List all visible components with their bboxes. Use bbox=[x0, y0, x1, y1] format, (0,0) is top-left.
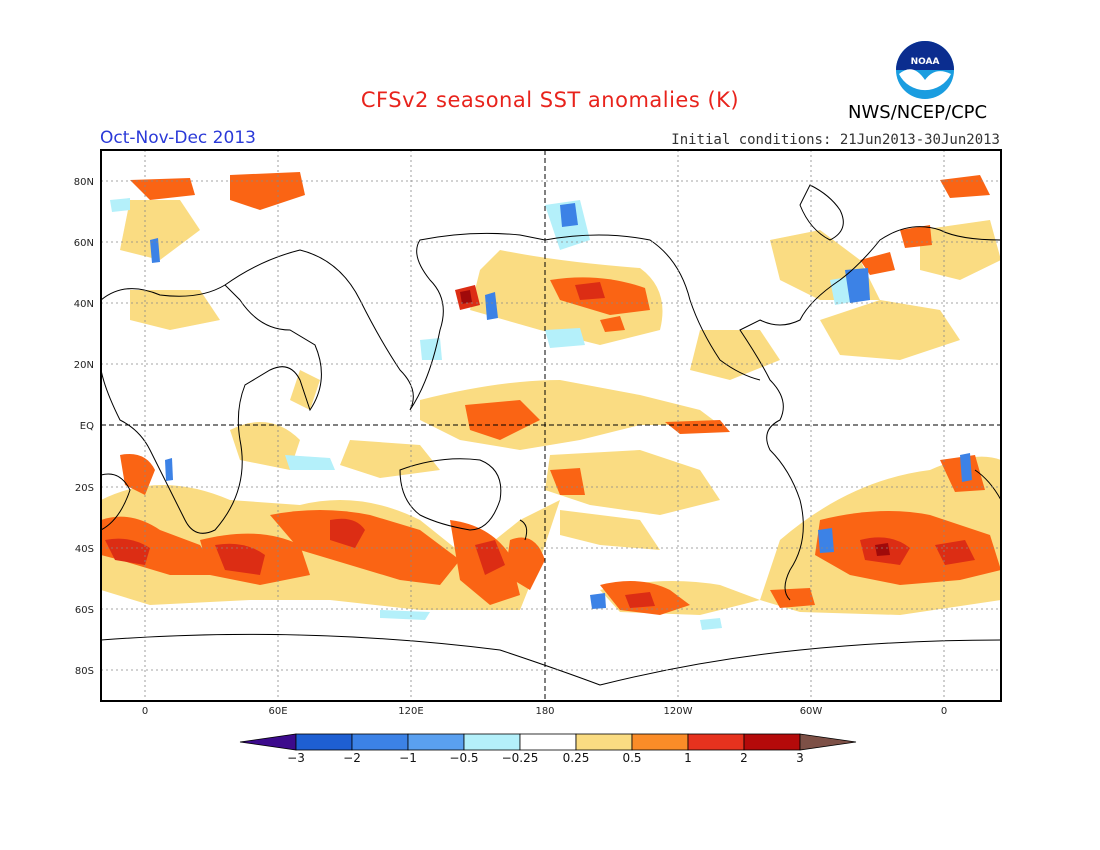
colorbar-label: 3 bbox=[796, 751, 804, 765]
lat-label: 40S bbox=[75, 544, 94, 555]
initial-conditions-label: Initial conditions: 21Jun2013-30Jun2013 bbox=[671, 132, 1000, 148]
lat-label: 80S bbox=[75, 666, 94, 677]
lat-label: 20S bbox=[75, 483, 94, 494]
colorbar-label: 0.25 bbox=[563, 751, 590, 765]
colorbar-label: −3 bbox=[287, 751, 305, 765]
lat-label: 60N bbox=[74, 238, 94, 249]
colorbar-max-arrow bbox=[799, 733, 857, 751]
colorbar-box bbox=[575, 733, 633, 751]
lat-label: 80N bbox=[74, 177, 94, 188]
reference-lines bbox=[101, 150, 1001, 701]
colorbar-labels: −3 −2 −1 −0.5 −0.25 0.25 0.5 1 2 3 bbox=[287, 751, 804, 765]
map-title: CFSv2 seasonal SST anomalies (K) bbox=[360, 88, 740, 112]
colorbar bbox=[239, 733, 857, 751]
colorbar-box bbox=[463, 733, 521, 751]
colorbar-box bbox=[295, 733, 353, 751]
lon-label: 60W bbox=[800, 706, 823, 717]
colorbar-label: 1 bbox=[684, 751, 692, 765]
organization-label: NWS/NCEP/CPC bbox=[848, 102, 988, 123]
colorbar-label: 0.5 bbox=[622, 751, 641, 765]
colorbar-label: −1 bbox=[399, 751, 417, 765]
very-warm-anomalies bbox=[460, 290, 890, 556]
colorbar-box bbox=[631, 733, 689, 751]
lon-label: 180 bbox=[535, 706, 554, 717]
lat-label: 40N bbox=[74, 299, 94, 310]
coastlines bbox=[101, 184, 1001, 686]
colorbar-box bbox=[687, 733, 745, 751]
lon-label: 120E bbox=[398, 706, 423, 717]
colorbar-label: −0.5 bbox=[449, 751, 478, 765]
colorbar-label: 2 bbox=[740, 751, 748, 765]
logo-text: NOAA bbox=[911, 57, 940, 67]
colorbar-box bbox=[407, 733, 465, 751]
map-frame bbox=[100, 149, 1002, 702]
cool-anomalies bbox=[150, 203, 972, 609]
colorbar-label: −2 bbox=[343, 751, 361, 765]
lon-label: 0 bbox=[142, 706, 148, 717]
lat-label: 20N bbox=[74, 360, 94, 371]
colorbar-box bbox=[519, 733, 577, 751]
gridlines bbox=[101, 150, 1001, 701]
colorbar-label: −0.25 bbox=[502, 751, 539, 765]
lon-label: 0 bbox=[941, 706, 947, 717]
anomaly-field bbox=[101, 172, 1001, 630]
lat-label: 60S bbox=[75, 605, 94, 616]
colorbar-box bbox=[743, 733, 801, 751]
season-label: Oct-Nov-Dec 2013 bbox=[100, 128, 256, 148]
colorbar-box bbox=[351, 733, 409, 751]
lon-label: 120W bbox=[664, 706, 693, 717]
longitude-axis: 0 60E 120E 180 120W 60W 0 bbox=[142, 706, 947, 717]
lon-label: 60E bbox=[268, 706, 287, 717]
noaa-logo: NOAA bbox=[895, 40, 955, 100]
latitude-axis: 80N 60N 40N 20N EQ 20S 40S 60S 80S bbox=[74, 177, 94, 677]
lat-label: EQ bbox=[80, 421, 94, 432]
colorbar-min-arrow bbox=[239, 733, 297, 751]
